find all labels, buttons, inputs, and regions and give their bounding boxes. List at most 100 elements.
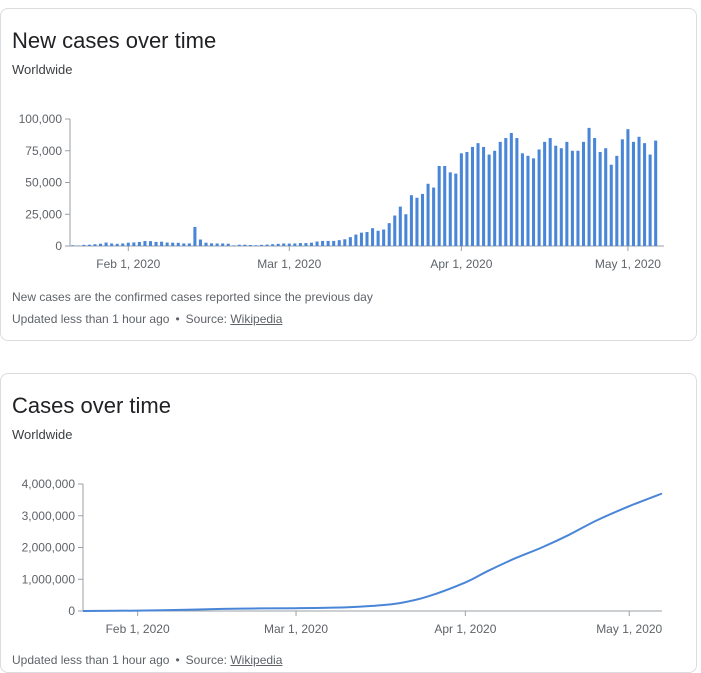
bar <box>271 244 274 246</box>
bar <box>504 138 507 246</box>
bar <box>393 216 396 246</box>
source-label: Source: <box>186 312 227 326</box>
separator-dot: • <box>175 312 179 326</box>
series-line <box>83 494 662 612</box>
x-tick-label: Feb 1, 2020 <box>106 622 170 636</box>
source-label: Source: <box>186 653 227 667</box>
bar <box>571 151 574 246</box>
bar <box>382 229 385 246</box>
bar <box>343 239 346 246</box>
bar <box>371 228 374 246</box>
bar <box>565 142 568 246</box>
chart-note: New cases are the confirmed cases report… <box>12 290 373 304</box>
bar <box>438 166 441 246</box>
updated-text: Updated less than 1 hour ago <box>12 653 169 667</box>
bar <box>521 153 524 246</box>
card-subtitle: Worldwide <box>12 427 72 442</box>
bar <box>488 155 491 246</box>
bar <box>254 245 257 246</box>
bar <box>204 243 207 246</box>
bar <box>465 152 468 246</box>
bar <box>138 242 141 246</box>
cases-line-chart: 01,000,0002,000,0003,000,0004,000,000Feb… <box>1 470 696 640</box>
bar <box>354 235 357 246</box>
bar <box>410 195 413 246</box>
bar <box>582 142 585 246</box>
bar <box>216 243 219 246</box>
bar <box>249 245 252 246</box>
card-title: New cases over time <box>12 28 216 54</box>
bar <box>293 243 296 246</box>
y-tick-label: 0 <box>55 239 62 253</box>
bar <box>221 243 224 246</box>
bar <box>171 243 174 246</box>
bar <box>210 243 213 246</box>
update-line: Updated less than 1 hour ago•Source: Wik… <box>12 653 282 667</box>
bar <box>310 243 313 246</box>
source-link[interactable]: Wikipedia <box>230 653 282 667</box>
bar <box>232 245 235 246</box>
bar <box>116 244 119 246</box>
bar <box>454 174 457 246</box>
x-tick-label: Mar 1, 2020 <box>264 622 328 636</box>
bar <box>193 227 196 246</box>
bar <box>654 141 657 246</box>
bar <box>460 153 463 246</box>
bar <box>649 155 652 246</box>
bar <box>127 243 130 246</box>
bar <box>471 147 474 246</box>
bar <box>365 232 368 246</box>
bar <box>399 207 402 246</box>
bar <box>515 138 518 246</box>
bar <box>427 184 430 246</box>
source-link[interactable]: Wikipedia <box>230 312 282 326</box>
new-cases-card: New cases over time Worldwide 0 25,000 50,… <box>0 8 697 341</box>
y-tick-label: 3,000,000 <box>22 509 76 523</box>
bar <box>449 172 452 246</box>
bar <box>377 231 380 246</box>
bar <box>160 242 163 246</box>
bar <box>110 243 113 246</box>
x-tick-label: Feb 1, 2020 <box>96 257 160 271</box>
bar <box>543 142 546 246</box>
bar <box>260 245 263 246</box>
bar <box>266 245 269 246</box>
bar <box>604 148 607 246</box>
bar <box>493 151 496 246</box>
bar <box>532 158 535 246</box>
bar <box>610 165 613 246</box>
bar <box>538 149 541 246</box>
bar <box>510 133 513 246</box>
y-tick-label: 50,000 <box>25 176 62 190</box>
bar <box>599 152 602 246</box>
card-subtitle: Worldwide <box>12 62 72 77</box>
update-line: Updated less than 1 hour ago•Source: Wik… <box>12 312 282 326</box>
x-tick-label: May 1, 2020 <box>595 257 661 271</box>
bar <box>282 243 285 246</box>
bar <box>549 138 552 246</box>
bar <box>82 245 85 246</box>
bar <box>643 143 646 246</box>
bar <box>88 245 91 246</box>
bar <box>288 244 291 246</box>
x-tick-label: Mar 1, 2020 <box>257 257 321 271</box>
bar <box>415 198 418 246</box>
bar <box>626 129 629 246</box>
bar <box>316 242 319 246</box>
bar <box>321 241 324 246</box>
bar <box>93 244 96 246</box>
bar <box>338 240 341 246</box>
y-tick-label: 75,000 <box>25 144 62 158</box>
bar <box>299 243 302 246</box>
bar <box>99 244 102 246</box>
bar <box>327 241 330 246</box>
bar <box>477 143 480 246</box>
bar <box>526 156 529 246</box>
y-tick-label: 0 <box>68 604 75 618</box>
bar <box>243 245 246 246</box>
bar <box>332 241 335 246</box>
bar <box>188 243 191 246</box>
bar <box>404 214 407 246</box>
y-tick-label: 25,000 <box>25 207 62 221</box>
